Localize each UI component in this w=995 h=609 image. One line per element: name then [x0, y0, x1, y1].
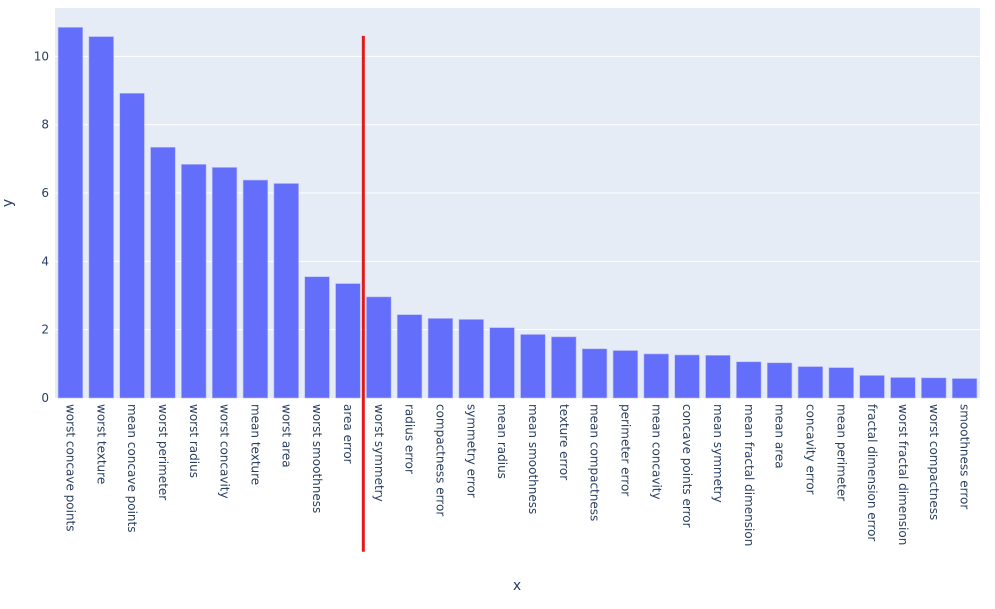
x-tick-label: worst symmetry — [372, 404, 386, 502]
y-tick-label: 2 — [41, 323, 49, 337]
bar — [150, 146, 176, 399]
x-tick-label: symmetry error — [464, 404, 478, 498]
x-tick-label: mean perimeter — [834, 404, 848, 501]
x-tick-label: mean compactness — [588, 404, 602, 521]
bar — [273, 183, 299, 399]
bar — [366, 296, 392, 399]
bar — [581, 348, 608, 399]
y-tick-label: 6 — [41, 186, 49, 200]
y-tick-label: 0 — [41, 391, 49, 405]
x-tick-label: mean symmetry — [711, 404, 725, 503]
x-tick-label: worst smoothness — [310, 404, 324, 513]
bar — [489, 327, 515, 399]
x-tick-label: mean texture — [248, 404, 262, 485]
bar — [57, 27, 84, 399]
x-tick-label: worst concavity — [218, 404, 232, 499]
bar — [766, 362, 793, 399]
bar — [520, 334, 546, 399]
bar — [951, 378, 978, 399]
x-tick-label: worst texture — [94, 404, 108, 484]
y-tick-label: 4 — [41, 254, 49, 268]
bar — [705, 354, 731, 399]
y-tick-label: 8 — [41, 118, 49, 132]
x-tick-label: perimeter error — [618, 404, 632, 496]
x-tick-label: worst concave points — [63, 404, 77, 532]
bar — [335, 283, 361, 399]
x-tick-label: mean area — [773, 404, 787, 469]
bar — [427, 318, 454, 399]
x-tick-label: worst area — [279, 404, 293, 468]
bar — [88, 36, 114, 399]
y-axis-label: y — [0, 199, 16, 207]
bar — [828, 367, 854, 399]
bar — [551, 336, 577, 399]
bar — [890, 377, 916, 399]
x-tick-label: worst radius — [187, 404, 201, 478]
bar — [396, 314, 423, 399]
x-tick-label: worst compactness — [927, 404, 941, 520]
x-tick-label: texture error — [557, 404, 571, 480]
x-tick-label: mean concave points — [125, 404, 139, 533]
x-tick-label: area error — [341, 404, 355, 464]
bar — [458, 319, 484, 399]
bar — [859, 375, 885, 399]
bar — [211, 167, 238, 399]
x-axis-label: x — [513, 578, 521, 594]
x-tick-label: mean radius — [495, 404, 509, 479]
bar — [242, 179, 269, 399]
bar — [643, 353, 669, 399]
bar — [921, 377, 947, 399]
x-tick-label: compactness error — [433, 404, 447, 516]
x-tick-label: mean concavity — [649, 404, 663, 500]
x-tick-label: concave points error — [680, 404, 694, 528]
x-tick-label: mean smoothness — [526, 404, 540, 514]
x-tick-label: worst fractal dimension — [896, 404, 910, 545]
bar — [797, 366, 824, 399]
bar — [612, 350, 639, 399]
y-tick-label: 10 — [34, 49, 49, 63]
bar — [674, 354, 700, 399]
bar — [181, 164, 207, 399]
plot-background — [55, 8, 980, 398]
bar — [304, 276, 330, 399]
x-tick-label: concavity error — [803, 404, 817, 495]
x-tick-label: radius error — [403, 404, 417, 474]
bar — [736, 361, 762, 399]
x-tick-label: smoothness error — [958, 404, 972, 509]
bar — [119, 92, 145, 399]
x-tick-label: worst perimeter — [156, 404, 170, 500]
x-tick-label: fractal dimension error — [865, 404, 879, 541]
x-tick-label: mean fractal dimension — [742, 404, 756, 546]
